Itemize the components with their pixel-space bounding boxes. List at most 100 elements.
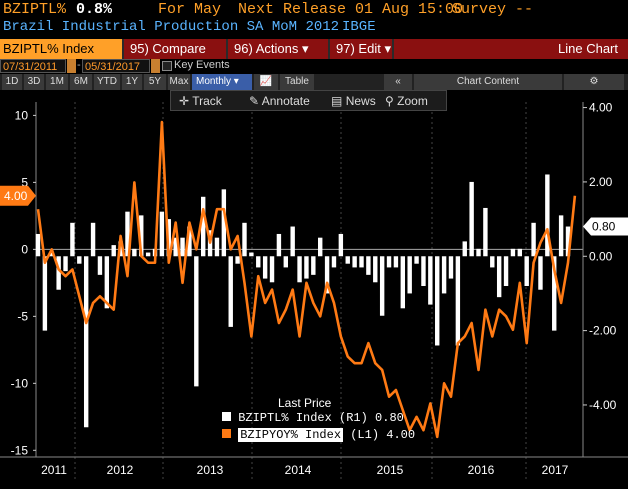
bar xyxy=(552,256,557,331)
bar xyxy=(56,256,61,290)
right-tick-label: -2.00 xyxy=(589,324,617,338)
bar xyxy=(490,256,495,268)
start-date-input[interactable]: 07/31/2011 xyxy=(0,59,66,73)
right-tick-label: 0.00 xyxy=(589,249,613,263)
bar xyxy=(132,248,137,257)
left-tick-label: 10 xyxy=(15,108,29,122)
legend-swatch xyxy=(222,429,231,438)
collapse-icon[interactable]: « xyxy=(384,74,412,90)
left-last-value: 4.00 xyxy=(4,189,28,203)
bar xyxy=(441,256,447,294)
bar xyxy=(214,237,220,257)
bar xyxy=(448,256,454,279)
bar xyxy=(63,256,68,272)
bar xyxy=(435,256,440,346)
left-tick-label: 0 xyxy=(21,242,28,256)
period-1d[interactable]: 1D xyxy=(2,74,22,90)
bar xyxy=(70,222,75,257)
next-release: Next Release 01 Aug 15:00 xyxy=(238,1,464,18)
track-button[interactable]: ✛ Track xyxy=(179,91,222,111)
left-tick-label: -5 xyxy=(17,309,28,323)
bar xyxy=(42,256,48,331)
annotate-button[interactable]: ✎ Annotate xyxy=(249,91,310,111)
bar xyxy=(228,256,233,327)
bar xyxy=(414,256,419,264)
line-chart-icon[interactable]: 📈 xyxy=(254,74,278,90)
bar xyxy=(386,256,392,268)
legend-title: Last Price xyxy=(278,396,332,410)
gear-icon[interactable]: ⚙ xyxy=(564,74,624,90)
bar xyxy=(338,233,344,257)
bar xyxy=(180,237,185,257)
period-ytd[interactable]: YTD xyxy=(94,74,120,90)
bar xyxy=(407,256,412,294)
period-5y[interactable]: 5Y xyxy=(144,74,166,90)
bar xyxy=(517,248,523,257)
edit-button[interactable]: 97) Edit ▾ xyxy=(330,39,392,59)
bar xyxy=(276,233,282,257)
track-label: Track xyxy=(192,94,222,108)
bar xyxy=(249,252,254,257)
period-3d[interactable]: 3D xyxy=(24,74,44,90)
bar xyxy=(324,256,330,294)
news-label: News xyxy=(345,94,376,108)
for-label: For May xyxy=(158,1,222,18)
bar xyxy=(393,256,399,268)
frequency-select[interactable]: Monthly ▾ xyxy=(192,74,252,90)
chart-type-button[interactable]: Line Chart xyxy=(394,39,628,59)
bar xyxy=(503,256,509,287)
bar xyxy=(469,181,474,257)
bar xyxy=(331,256,337,268)
news-button[interactable]: ▤ News xyxy=(331,91,376,111)
bar xyxy=(359,256,364,268)
bar xyxy=(455,256,461,346)
end-date-input[interactable]: 05/31/2017 xyxy=(82,59,150,73)
bar xyxy=(49,252,54,257)
right-tick-label: 2.00 xyxy=(589,175,613,189)
calendar-icon[interactable] xyxy=(151,59,160,73)
legend-label: BZIPTL% Index xyxy=(238,411,332,425)
news-icon: ▤ xyxy=(331,94,343,108)
key-events-checkbox[interactable] xyxy=(162,61,172,71)
chevron-down-icon: ▾ xyxy=(384,41,391,56)
current-value: 0.8% xyxy=(76,1,113,18)
x-tick-label: 2011 xyxy=(41,463,67,477)
period-max[interactable]: Max xyxy=(168,74,190,90)
chevron-down-icon: ▾ xyxy=(301,41,309,56)
bar xyxy=(111,245,116,257)
legend-swatch xyxy=(222,412,231,421)
survey: Survey -- xyxy=(452,1,534,18)
edit-num: 97) xyxy=(336,41,355,56)
x-tick-label: 2012 xyxy=(107,463,134,477)
zoom-icon: ⚲ xyxy=(385,94,394,108)
bar xyxy=(269,256,275,283)
bar xyxy=(304,256,309,279)
period-1y[interactable]: 1Y xyxy=(122,74,142,90)
index-field[interactable]: BZIPTL% Index xyxy=(0,39,122,59)
yoy-line xyxy=(36,120,577,439)
right-last-value: 0.80 xyxy=(592,220,616,234)
period-1m[interactable]: 1M xyxy=(46,74,68,90)
bar xyxy=(200,196,206,257)
chart: 10 5 0 -5 -10 -15 4.00 2.00 0.00 -2.00 -4.00 2011 20… xyxy=(0,101,628,479)
zoom-button[interactable]: ⚲ Zoom xyxy=(385,91,428,111)
zoom-label: Zoom xyxy=(397,94,428,108)
bar xyxy=(221,189,227,257)
actions-button[interactable]: 96) Actions ▾ xyxy=(228,39,328,59)
x-tick-label: 2013 xyxy=(197,463,224,477)
bar xyxy=(145,252,151,257)
compare-button[interactable]: 95) Compare xyxy=(124,39,226,59)
bar xyxy=(83,256,89,428)
compare-label: Compare xyxy=(152,41,206,56)
bar xyxy=(558,215,564,257)
source: IBGE xyxy=(342,19,376,35)
period-6m[interactable]: 6M xyxy=(70,74,92,90)
chart-content-button[interactable]: Chart Content xyxy=(414,74,562,90)
legend-item: BZIPYOY% Index (L1) 4.00 xyxy=(222,428,415,442)
right-last-marker xyxy=(583,217,628,236)
edit-label: Edit xyxy=(358,41,381,56)
table-button[interactable]: Table xyxy=(280,74,314,90)
compare-num: 95) xyxy=(130,41,149,56)
calendar-icon[interactable] xyxy=(67,59,76,73)
legend-value: 4.00 xyxy=(386,428,416,442)
